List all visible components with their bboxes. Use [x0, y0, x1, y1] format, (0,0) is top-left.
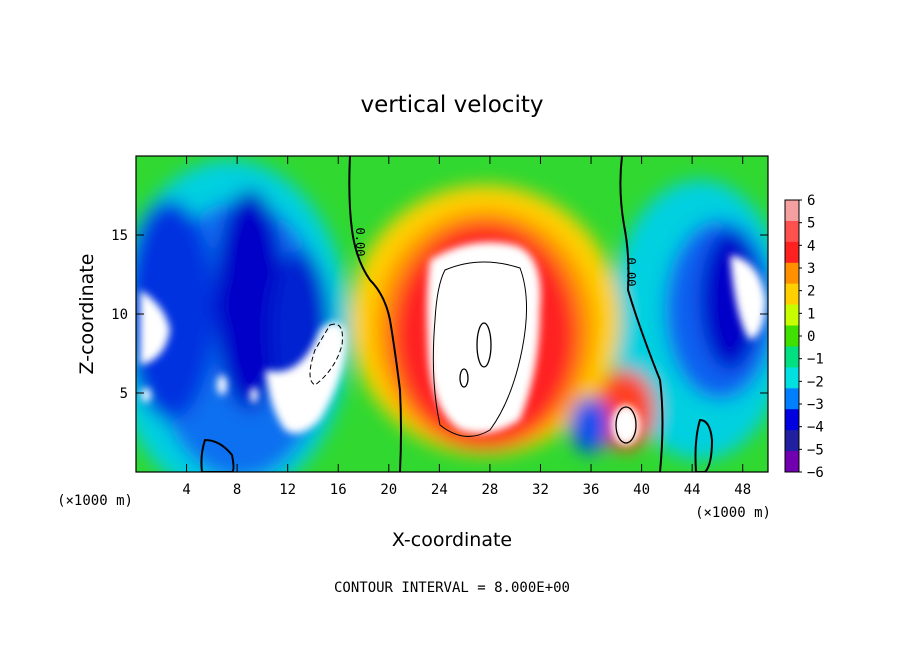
colorbar-label: −4	[807, 420, 824, 436]
contour-label-left: 0.00	[353, 228, 367, 257]
colorbar-swatch	[785, 388, 799, 410]
y-axis-label: Z-coordinate	[76, 254, 98, 375]
colorbar-swatch	[785, 262, 799, 285]
x-unit-label-left: (×1000 m)	[57, 493, 133, 509]
colorbar-label: 0	[807, 329, 815, 345]
chart-title: vertical velocity	[361, 92, 544, 118]
y-tick-label: 5	[120, 386, 128, 402]
x-axis-label: X-coordinate	[392, 529, 512, 551]
colorbar-label: 1	[807, 306, 815, 322]
x-axis-ticks: 4 8 12 16 20 24 28 32 36 40 44 48	[182, 156, 751, 498]
plot-area: 0.00 0.00	[136, 156, 768, 472]
colorbar-swatch	[785, 325, 799, 347]
colorbar-label: −2	[807, 374, 824, 390]
x-tick-label: 44	[684, 482, 701, 498]
colorbar-label: 3	[807, 261, 815, 277]
colorbar: 6 5 4 3 2 1 0 −1 −2 −3 −4 −5 −6	[784, 193, 824, 481]
x-tick-label: 20	[380, 482, 397, 498]
colorbar-swatch	[785, 304, 799, 327]
x-tick-label: 12	[279, 482, 296, 498]
colorbar-label: −5	[807, 442, 824, 458]
x-tick-label: 8	[233, 482, 241, 498]
y-axis-ticks: 5 10 15	[111, 228, 768, 402]
colorbar-swatch	[785, 220, 799, 243]
y-tick-label: 15	[111, 228, 128, 244]
contour-label-right: 0.00	[624, 258, 638, 287]
x-tick-label: 48	[734, 482, 751, 498]
colorbar-label: 2	[807, 284, 815, 300]
contour-interval-note: CONTOUR INTERVAL = 8.000E+00	[334, 580, 570, 596]
colorbar-swatch	[785, 430, 799, 452]
colorbar-swatch	[785, 346, 799, 368]
x-tick-label: 16	[330, 482, 347, 498]
colorbar-label: 4	[807, 238, 815, 254]
colorbar-label: −6	[807, 465, 824, 481]
x-tick-label: 40	[633, 482, 650, 498]
colorbar-swatch	[785, 367, 799, 389]
colorbar-swatch	[785, 200, 799, 222]
colorbar-label: 5	[807, 216, 815, 232]
x-unit-label-right: (×1000 m)	[695, 505, 771, 521]
colorbar-swatch	[785, 451, 799, 473]
colorbar-label: −1	[807, 352, 824, 368]
y-tick-label: 10	[111, 307, 128, 323]
x-tick-label: 28	[481, 482, 498, 498]
colorbar-swatch	[785, 409, 799, 431]
x-tick-label: 36	[583, 482, 600, 498]
colorbar-swatch	[785, 283, 799, 306]
colorbar-label: 6	[807, 193, 815, 209]
colorbar-swatch	[785, 241, 799, 264]
x-tick-label: 24	[431, 482, 448, 498]
x-tick-label: 4	[182, 482, 190, 498]
x-tick-label: 32	[532, 482, 549, 498]
colorbar-label: −3	[807, 397, 824, 413]
